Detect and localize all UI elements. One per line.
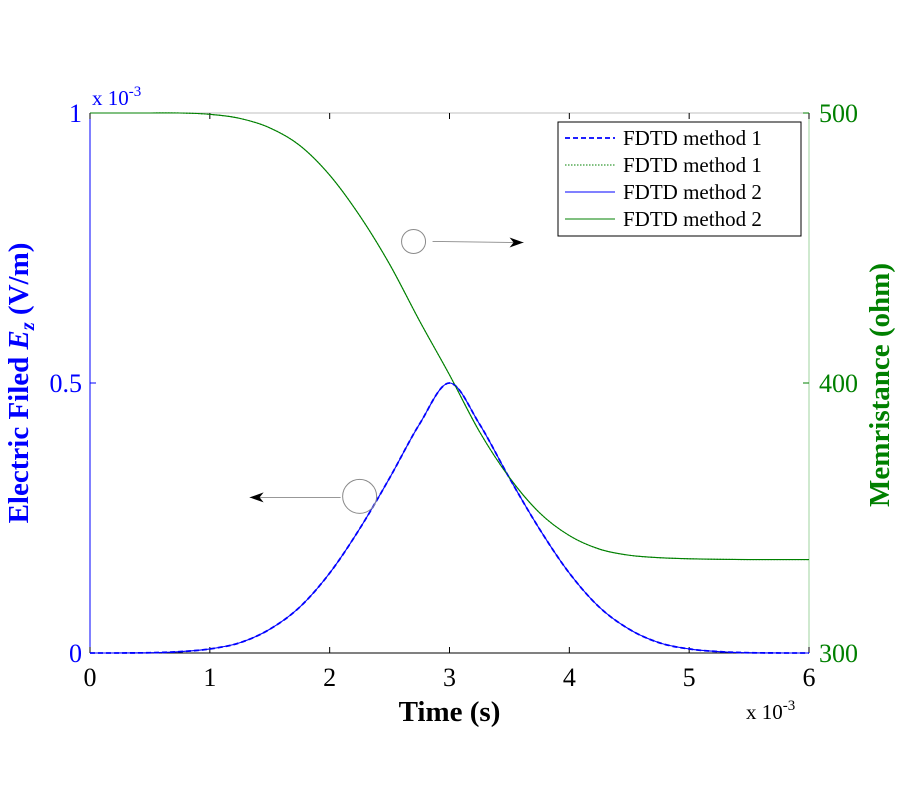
y-right-tick-label: 400 [819, 369, 858, 398]
x-tick-label: 3 [443, 663, 456, 692]
y-right-axis-title: Memristance (ohm) [864, 263, 896, 507]
x-tick-label: 2 [323, 663, 336, 692]
y-left-axis-title-symbol: E [3, 330, 35, 350]
y-right-tick-label: 500 [819, 99, 858, 128]
y-left-multiplier-exponent: -3 [129, 84, 142, 100]
x-multiplier: x 10-3 [746, 698, 795, 724]
legend-label-1: FDTD method 1 [623, 126, 762, 150]
legend: FDTD method 1 FDTD method 1 FDTD method 2 F… [557, 121, 802, 237]
annotation-arrow-left-head [249, 492, 264, 503]
series-group [89, 112, 810, 654]
annotation-arrow-right-head [509, 237, 524, 248]
legend-label-3: FDTD method 2 [623, 180, 762, 204]
annotation-arrow-right-shaft [432, 241, 524, 243]
x-tick-label: 4 [563, 663, 576, 692]
x-axis-title: Time (s) [399, 696, 501, 728]
y-left-axis-title: Electric Filed Ez (V/m) [3, 243, 39, 524]
x-tick-label: 5 [683, 663, 696, 692]
annotation-group [249, 229, 524, 514]
axes-group: 0 1 2 3 4 5 6 0 0.5 1 300 400 500 [50, 99, 859, 692]
y-left-multiplier: x 10-3 [92, 84, 141, 110]
series-line-3 [89, 382, 810, 654]
y-left-tick-label: 0 [69, 639, 82, 668]
x-tick-label: 1 [203, 663, 216, 692]
x-multiplier-base: x 10 [746, 700, 783, 724]
annotation-circle-right-axis [401, 229, 427, 255]
annotation-circle-left-axis [342, 478, 378, 514]
series-line-1 [89, 382, 810, 654]
y-left-multiplier-base: x 10 [92, 86, 129, 110]
x-tick-label: 6 [803, 663, 816, 692]
y-left-axis-title-subscript: z [17, 322, 39, 331]
legend-box [557, 121, 802, 237]
y-left-axis-title-part: Electric Filed [3, 349, 35, 523]
y-left-axis-title-unit: (V/m) [3, 243, 35, 323]
y-right-tick-label: 300 [819, 639, 858, 668]
x-multiplier-exponent: -3 [783, 698, 796, 714]
legend-label-2: FDTD method 1 [623, 153, 762, 177]
y-left-tick-label: 1 [69, 99, 82, 128]
series-line-4 [90, 112, 809, 561]
legend-label-4: FDTD method 2 [623, 207, 762, 231]
x-tick-label: 0 [84, 663, 97, 692]
y-left-tick-label: 0.5 [50, 369, 83, 398]
